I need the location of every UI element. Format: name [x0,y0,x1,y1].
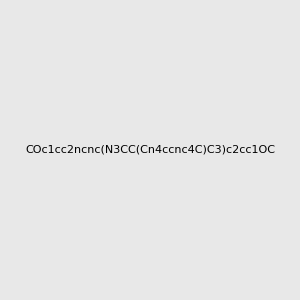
Text: COc1cc2ncnc(N3CC(Cn4ccnc4C)C3)c2cc1OC: COc1cc2ncnc(N3CC(Cn4ccnc4C)C3)c2cc1OC [25,145,275,155]
